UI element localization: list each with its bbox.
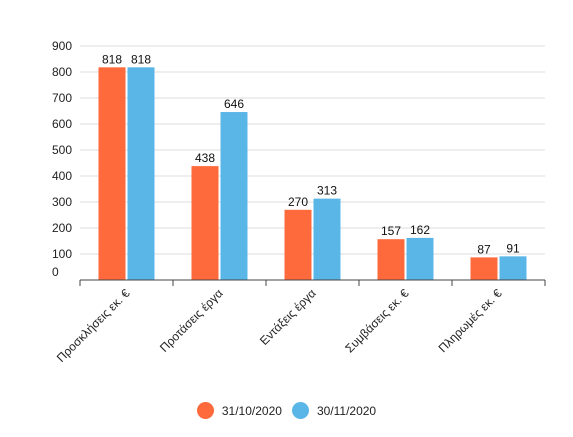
bar[interactable] [406,237,434,280]
data-label: 818 [102,52,122,66]
bar[interactable] [313,198,341,280]
data-label: 313 [317,184,337,198]
bars [98,67,527,280]
y-tick-label: 100 [52,247,72,261]
y-tick-label: 800 [52,65,72,79]
x-tick-label: Προσκλήσεις εκ. € [54,286,133,365]
data-label: 162 [410,223,430,237]
bar[interactable] [499,256,527,280]
gridlines [80,45,545,255]
legend-label-series-2: 30/11/2020 [316,403,377,418]
legend: 31/10/2020 30/11/2020 [0,402,573,419]
y-tick-label: 900 [52,39,72,53]
y-tick-label: 200 [52,221,72,235]
y-tick-label: 0 [52,265,59,279]
x-tick-label: Πληρωμές εκ. € [436,286,505,355]
x-tick-label: Προτάσεις έργα [157,286,226,355]
legend-item-series-1[interactable]: 31/10/2020 [196,402,282,419]
y-tick-label: 700 [52,91,72,105]
x-axis: Προσκλήσεις εκ. € Προτάσεις έργα Εντάξεις … [54,279,546,365]
bar[interactable] [98,67,126,280]
y-tick-label: 600 [52,117,72,131]
legend-swatch-series-2 [291,402,309,419]
bar[interactable] [377,239,405,280]
data-labels: 818 818 438 646 270 313 157 162 87 91 [102,52,520,256]
legend-swatch-series-1 [196,402,214,419]
data-label: 818 [131,52,151,66]
data-label: 270 [288,195,308,209]
bar[interactable] [127,67,155,280]
data-label: 87 [477,242,491,256]
bar[interactable] [191,166,219,280]
bar[interactable] [284,209,312,280]
data-label: 438 [195,151,215,165]
y-tick-label: 400 [52,169,72,183]
bar[interactable] [470,257,498,280]
x-tick-label: Συμβάσεις εκ. € [342,286,412,356]
data-label: 646 [224,97,244,111]
y-axis-ticks: 0 100 200 300 400 500 600 700 800 900 [52,39,72,279]
data-label: 157 [381,224,401,238]
legend-label-series-1: 31/10/2020 [221,403,282,418]
bar[interactable] [220,112,248,280]
y-tick-label: 500 [52,143,72,157]
data-label: 91 [506,241,520,255]
x-tick-label: Εντάξεις έργα [257,286,319,348]
y-tick-label: 300 [52,195,72,209]
legend-item-series-2[interactable]: 30/11/2020 [291,402,377,419]
